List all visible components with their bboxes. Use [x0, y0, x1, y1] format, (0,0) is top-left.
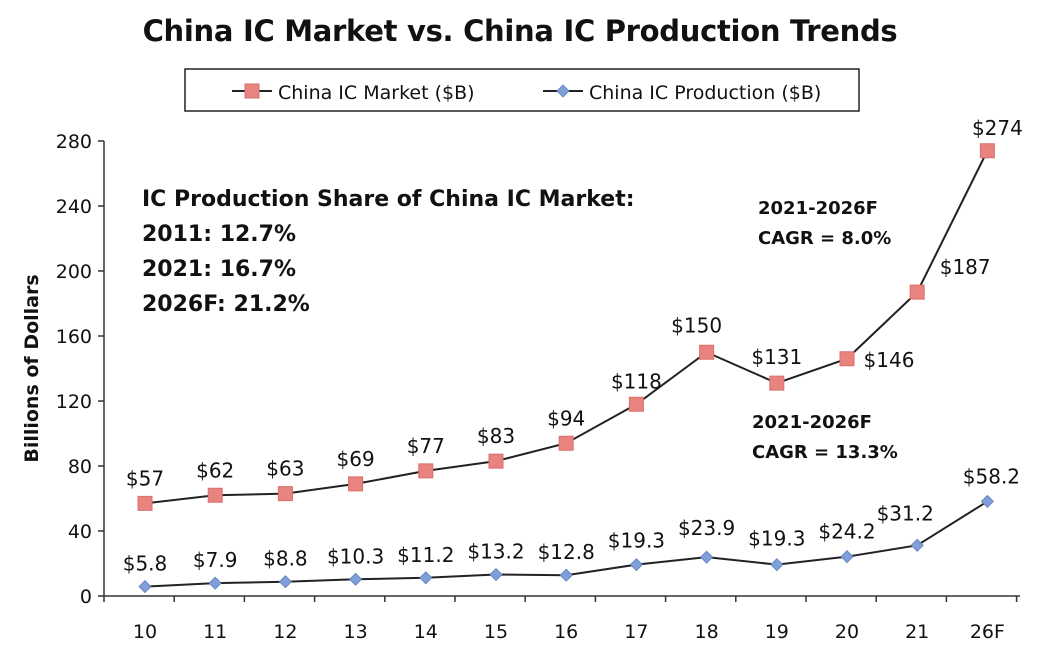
y-tick-label: 40 [68, 521, 92, 543]
production-data-label: $23.9 [678, 516, 735, 540]
y-tick-label: 200 [56, 261, 92, 283]
y-tick-label: 80 [68, 456, 92, 478]
production-data-label: $58.2 [963, 464, 1020, 488]
legend-box [184, 68, 860, 112]
market-data-label: $57 [126, 466, 164, 490]
production-data-label: $7.9 [193, 548, 238, 572]
x-tick-label: 13 [344, 621, 368, 643]
market-data-label: $77 [407, 434, 445, 458]
production-data-label: $11.2 [397, 543, 454, 567]
production-data-label: $13.2 [467, 540, 524, 564]
production-point [770, 558, 784, 572]
share-2011: 2011: 12.7% [142, 222, 297, 247]
market-data-label: $118 [611, 369, 662, 393]
market-data-label: $146 [864, 348, 915, 372]
legend-production-label: China IC Production ($B) [589, 82, 821, 104]
share-2021: 2021: 16.7% [142, 257, 297, 282]
market-data-label: $69 [337, 447, 375, 471]
y-tick-label: 280 [56, 131, 92, 153]
production-point [840, 550, 854, 564]
production-share-annotation: IC Production Share of China IC Market: … [142, 182, 635, 322]
market-data-label: $94 [547, 406, 585, 430]
y-tick-label: 120 [56, 391, 92, 413]
legend-market-marker [244, 83, 260, 99]
market-point [769, 375, 785, 391]
production-data-label: $19.3 [748, 527, 805, 551]
market-data-label: $83 [477, 424, 515, 448]
production-point [278, 575, 292, 589]
production-point [208, 576, 222, 590]
market-point [558, 435, 574, 451]
production-point [910, 538, 924, 552]
production-data-label: $31.2 [877, 501, 934, 525]
production-data-label: $5.8 [123, 552, 168, 576]
x-tick-label: 17 [624, 621, 648, 643]
x-tick-label: 21 [905, 621, 929, 643]
market-data-label: $150 [671, 313, 722, 337]
production-point [349, 572, 363, 586]
x-tick-label: 14 [414, 621, 438, 643]
x-tick-label: 26F [970, 621, 1005, 643]
production-cagr-annotation: 2021-2026F CAGR = 13.3% [752, 408, 898, 468]
market-point [628, 396, 644, 412]
production-point [138, 580, 152, 594]
x-tick-label: 12 [273, 621, 297, 643]
production-point [629, 558, 643, 572]
market-data-label: $274 [972, 116, 1023, 140]
market-point [488, 453, 504, 469]
market-point [839, 351, 855, 367]
share-2026f: 2026F: 21.2% [142, 292, 310, 317]
market-point [277, 486, 293, 502]
x-tick-label: 16 [554, 621, 578, 643]
legend-market-label: China IC Market ($B) [278, 82, 475, 104]
market-point [348, 476, 364, 492]
x-tick-label: 18 [695, 621, 719, 643]
production-point [980, 494, 994, 508]
market-point [207, 487, 223, 503]
production-data-label: $19.3 [608, 529, 665, 553]
x-tick-label: 20 [835, 621, 859, 643]
share-heading: IC Production Share of China IC Market: [142, 187, 635, 212]
market-data-label: $63 [266, 457, 304, 481]
market-cagr-value: CAGR = 8.0% [758, 228, 892, 249]
market-point [979, 143, 995, 159]
y-tick-label: 240 [56, 196, 92, 218]
y-axis-title: Billions of Dollars [21, 274, 43, 462]
market-cagr-annotation: 2021-2026F CAGR = 8.0% [758, 194, 891, 254]
production-data-label: $24.2 [818, 520, 875, 544]
legend-production-marker [556, 84, 570, 98]
x-tick-label: 15 [484, 621, 508, 643]
production-point [559, 568, 573, 582]
production-point [700, 550, 714, 564]
market-point [909, 284, 925, 300]
production-data-label: $10.3 [327, 544, 384, 568]
market-cagr-period: 2021-2026F [758, 198, 878, 219]
production-point [489, 567, 503, 582]
production-point [419, 571, 433, 585]
production-data-label: $12.8 [538, 540, 595, 564]
x-tick-label: 10 [133, 621, 157, 643]
market-point [418, 463, 434, 479]
market-data-label: $62 [196, 458, 234, 482]
chart-title: China IC Market vs. China IC Production … [142, 14, 898, 48]
production-cagr-period: 2021-2026F [752, 412, 872, 433]
market-data-label: $187 [940, 255, 991, 279]
y-tick-label: 0 [80, 586, 92, 608]
market-data-label: $131 [751, 345, 802, 369]
production-cagr-value: CAGR = 13.3% [752, 442, 898, 463]
x-tick-label: 11 [203, 621, 227, 643]
y-tick-label: 160 [56, 326, 92, 348]
production-data-label: $8.8 [263, 547, 308, 571]
market-point [699, 344, 715, 360]
x-tick-label: 19 [765, 621, 789, 643]
market-point [137, 495, 153, 511]
